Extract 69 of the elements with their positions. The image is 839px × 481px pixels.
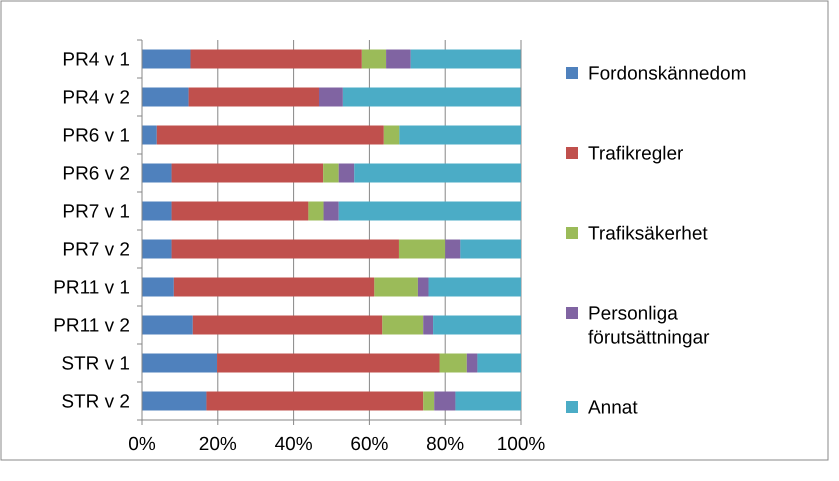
bar [172, 202, 308, 220]
bar [318, 88, 343, 106]
bar [418, 278, 429, 296]
bar [342, 88, 521, 106]
legend-label: Trafiksäkerhet [588, 224, 708, 245]
bar [460, 240, 521, 258]
bar [398, 240, 446, 258]
bar [142, 202, 172, 220]
bar [354, 164, 521, 182]
bar [423, 392, 434, 410]
bar [142, 278, 174, 296]
bar [386, 50, 411, 68]
y-tick-label: STR v 1 [61, 354, 130, 375]
bar [142, 316, 193, 334]
bar [192, 316, 382, 334]
bar [362, 50, 386, 68]
bar [156, 126, 384, 144]
y-tick-label: PR11 v 2 [53, 316, 130, 337]
bar [440, 354, 467, 372]
bar [142, 392, 206, 410]
bar [466, 354, 478, 372]
y-tick-label: PR6 v 2 [62, 164, 130, 185]
bar [142, 50, 191, 68]
legend-label: Trafikregler [588, 144, 684, 165]
bar [190, 50, 362, 68]
bar [142, 164, 172, 182]
bar [172, 164, 324, 182]
bar [477, 354, 521, 372]
bar [188, 88, 319, 106]
bar [338, 164, 354, 182]
y-tick-label: STR v 2 [61, 392, 130, 413]
y-tick-label: PR4 v 1 [62, 50, 130, 71]
bar [384, 126, 400, 144]
bar [308, 202, 324, 220]
bar [142, 240, 172, 258]
y-tick-label: PR11 v 1 [53, 278, 130, 299]
x-tick-label: 0% [128, 434, 156, 455]
legend-label: Annat [588, 398, 638, 419]
y-tick-label: PR6 v 1 [62, 126, 130, 147]
bar [338, 202, 521, 220]
y-tick-label: PR4 v 2 [62, 88, 130, 109]
x-tick-label: 40% [274, 434, 313, 455]
legend-label: Personliga förutsättningar [588, 304, 710, 348]
x-tick-label: 80% [426, 434, 464, 455]
bar [324, 202, 339, 220]
bar [434, 392, 456, 410]
y-tick-label: PR7 v 2 [62, 240, 130, 261]
bar [142, 354, 218, 372]
bar [206, 392, 424, 410]
x-tick-label: 100% [496, 434, 546, 455]
bar [410, 50, 521, 68]
bar [399, 126, 521, 144]
x-tick-label: 20% [198, 434, 237, 455]
bar [374, 278, 418, 296]
bar [172, 240, 399, 258]
y-tick-label: PR7 v 1 [62, 202, 130, 223]
bar [455, 392, 521, 410]
bar [423, 316, 434, 334]
bar [445, 240, 460, 258]
bar [433, 316, 521, 334]
bar [174, 278, 374, 296]
x-tick-label: 60% [350, 434, 389, 455]
bar [428, 278, 521, 296]
bar [382, 316, 424, 334]
legend-label: Fordonskännedom [588, 64, 746, 85]
bar [142, 88, 189, 106]
bar [217, 354, 440, 372]
bar [142, 126, 157, 144]
bar [323, 164, 339, 182]
